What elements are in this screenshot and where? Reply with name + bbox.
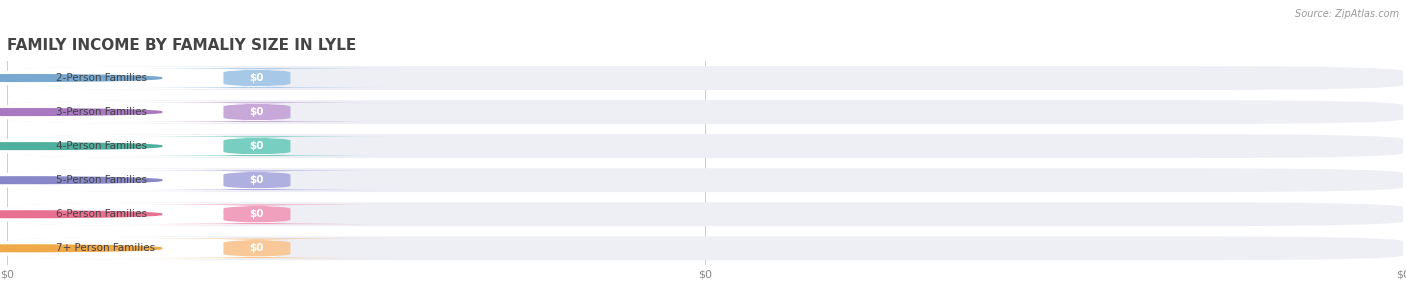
Text: FAMILY INCOME BY FAMALIY SIZE IN LYLE: FAMILY INCOME BY FAMALIY SIZE IN LYLE	[7, 38, 356, 53]
Text: 3-Person Families: 3-Person Families	[56, 107, 146, 117]
Circle shape	[0, 211, 162, 217]
FancyBboxPatch shape	[112, 136, 402, 156]
FancyBboxPatch shape	[7, 134, 280, 158]
Text: $0: $0	[250, 107, 264, 117]
FancyBboxPatch shape	[7, 168, 1403, 192]
FancyBboxPatch shape	[112, 170, 402, 190]
Text: $0: $0	[250, 141, 264, 151]
Text: 5-Person Families: 5-Person Families	[56, 175, 146, 185]
FancyBboxPatch shape	[7, 236, 1403, 260]
FancyBboxPatch shape	[7, 100, 1403, 124]
FancyBboxPatch shape	[7, 202, 280, 226]
FancyBboxPatch shape	[7, 236, 280, 260]
Text: $0: $0	[250, 175, 264, 185]
Text: $0: $0	[250, 73, 264, 83]
Text: Source: ZipAtlas.com: Source: ZipAtlas.com	[1295, 9, 1399, 19]
Text: 7+ Person Families: 7+ Person Families	[56, 243, 155, 253]
FancyBboxPatch shape	[7, 134, 1403, 158]
FancyBboxPatch shape	[7, 100, 280, 124]
Text: 2-Person Families: 2-Person Families	[56, 73, 146, 83]
Circle shape	[0, 245, 162, 252]
Text: 4-Person Families: 4-Person Families	[56, 141, 146, 151]
Circle shape	[0, 143, 162, 149]
FancyBboxPatch shape	[7, 66, 1403, 90]
Circle shape	[0, 75, 162, 81]
FancyBboxPatch shape	[112, 102, 402, 122]
Circle shape	[0, 109, 162, 115]
Text: $0: $0	[250, 243, 264, 253]
FancyBboxPatch shape	[7, 168, 280, 192]
Circle shape	[0, 177, 162, 184]
Text: 6-Person Families: 6-Person Families	[56, 209, 146, 219]
FancyBboxPatch shape	[7, 66, 280, 90]
FancyBboxPatch shape	[112, 239, 402, 258]
Text: $0: $0	[250, 209, 264, 219]
FancyBboxPatch shape	[7, 202, 1403, 226]
FancyBboxPatch shape	[112, 204, 402, 224]
FancyBboxPatch shape	[112, 68, 402, 88]
